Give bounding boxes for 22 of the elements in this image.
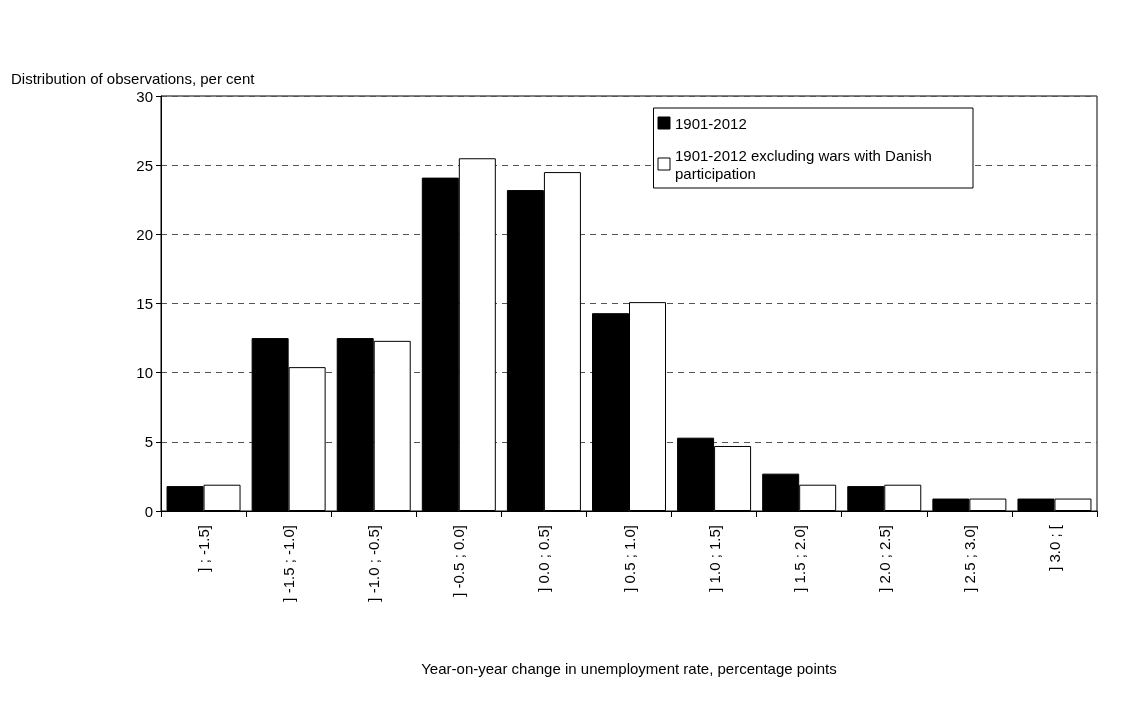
y-tick-label: 20 xyxy=(136,225,153,243)
x-tick-label: ] 1.5 ; 2.0] xyxy=(790,525,808,592)
legend-label: 1901-2012 excluding wars with Danish participation xyxy=(675,146,936,182)
x-tick-label: ] -1.0 ; -0.5] xyxy=(365,525,383,602)
y-tick-label: 30 xyxy=(136,87,153,105)
x-tick-label: ] 3.0 ; [ xyxy=(1045,524,1063,571)
y-tick-label: 5 xyxy=(144,433,153,451)
legend-label: 1901-2012 xyxy=(675,114,747,132)
x-tick-label: ] ; -1.5] xyxy=(195,525,213,572)
y-tick-label: 15 xyxy=(136,295,153,312)
x-tick-label: ] 0.0 ; 0.5] xyxy=(535,525,553,592)
y-tick-label: 25 xyxy=(136,156,153,174)
x-tick-label: ] 2.0 ; 2.5] xyxy=(875,525,893,592)
y-tick-label: 0 xyxy=(144,502,153,520)
x-axis-title: Year-on-year change in unemployment rate, percentage points xyxy=(421,660,837,677)
x-tick-label: ] -1.5 ; -1.0] xyxy=(280,525,298,602)
y-axis-title: Distribution of observations, per cent xyxy=(11,69,256,87)
x-tick-label: ] 0.5 ; 1.0] xyxy=(620,525,638,592)
x-tick-label: ] 1.0 ; 1.5] xyxy=(705,525,723,592)
y-tick-label: 10 xyxy=(136,364,153,382)
x-tick-label: ] -0.5 ; 0.0] xyxy=(450,525,468,597)
x-tick-label: ] 2.5 ; 3.0] xyxy=(960,525,978,592)
